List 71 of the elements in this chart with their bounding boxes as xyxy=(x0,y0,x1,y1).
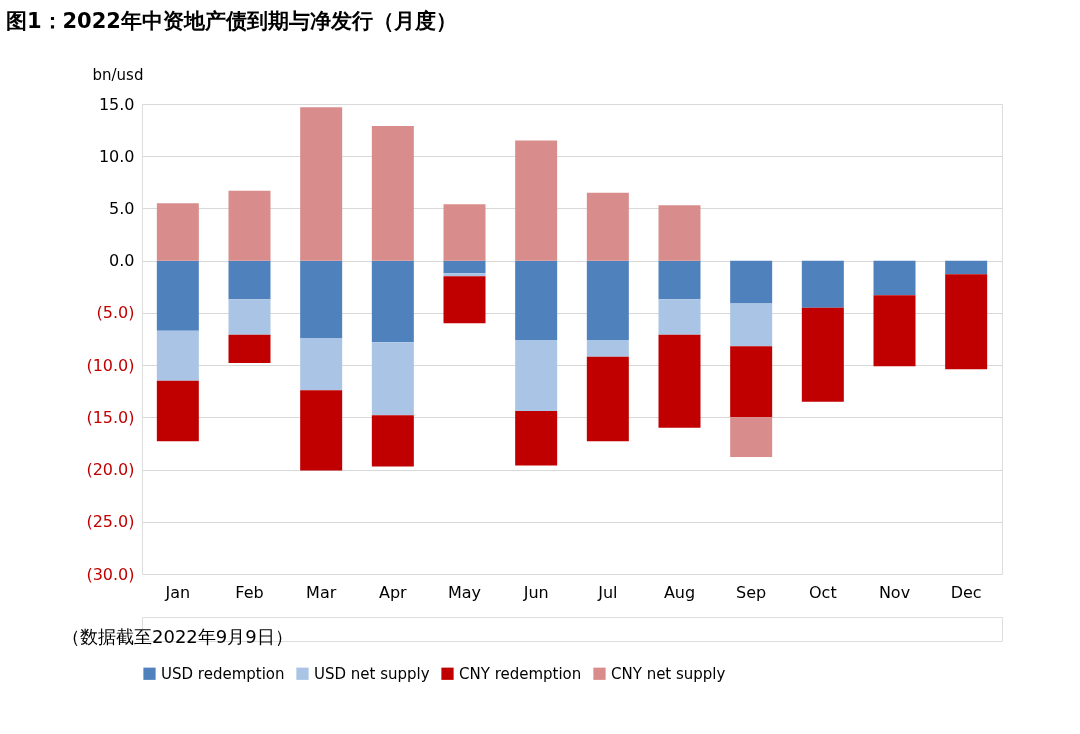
bar xyxy=(156,260,199,331)
x-tick-label: Jun xyxy=(522,582,549,602)
x-tick-label: May xyxy=(447,582,482,602)
bar xyxy=(156,380,199,442)
bar xyxy=(371,260,414,343)
legend-label: USD net supply xyxy=(314,664,430,683)
x-tick-label: Apr xyxy=(378,582,408,602)
bar xyxy=(371,125,414,261)
bar xyxy=(658,205,701,261)
x-tick-label: Feb xyxy=(235,582,264,602)
bar xyxy=(658,260,701,300)
bar xyxy=(873,295,916,367)
bar xyxy=(443,204,486,261)
bar xyxy=(300,260,343,338)
y-tick-label: (25.0) xyxy=(86,512,135,532)
y-tick-label: (5.0) xyxy=(96,303,135,323)
legend-label: USD redemption xyxy=(161,664,285,683)
bar xyxy=(228,190,271,261)
legend-label: CNY redemption xyxy=(459,664,582,683)
bar xyxy=(228,334,271,364)
y-tick-label: 10.0 xyxy=(98,146,135,166)
bar xyxy=(801,307,844,402)
y-tick-label: (10.0) xyxy=(86,355,135,375)
y-tick-label: 0.0 xyxy=(109,251,135,271)
bar xyxy=(586,192,629,261)
x-tick-label: Mar xyxy=(306,582,337,602)
y-tick-label: (20.0) xyxy=(86,460,135,480)
bar xyxy=(873,260,916,296)
bar xyxy=(443,273,486,277)
bar xyxy=(730,417,773,458)
bar xyxy=(228,260,271,300)
x-tick-label: Dec xyxy=(950,582,982,602)
y-tick-label: (15.0) xyxy=(86,407,135,427)
y-tick-label: 5.0 xyxy=(109,198,135,218)
bar xyxy=(515,340,558,412)
x-tick-label: Oct xyxy=(809,582,837,602)
bar xyxy=(658,299,701,335)
bar xyxy=(156,203,199,261)
bar xyxy=(586,340,629,357)
bar xyxy=(730,303,773,347)
bar xyxy=(801,260,844,308)
bar xyxy=(300,337,343,391)
bar xyxy=(228,299,271,335)
bar xyxy=(443,260,486,274)
bar xyxy=(730,346,773,418)
y-axis-title: bn/usd xyxy=(92,65,144,84)
bar xyxy=(515,260,558,341)
bar xyxy=(156,330,199,381)
bar xyxy=(443,276,486,324)
bar xyxy=(300,390,343,471)
bar xyxy=(515,140,558,261)
bar xyxy=(371,342,414,416)
bar xyxy=(586,356,629,442)
bar xyxy=(515,411,558,466)
y-tick-label: 15.0 xyxy=(98,94,135,114)
y-tick-label: (30.0) xyxy=(86,564,135,584)
chart-title: 图1：2022年中资地产债到期与净发行（月度） xyxy=(5,9,457,33)
bar xyxy=(945,260,988,275)
text: （数据截至2022年9月9日） xyxy=(62,626,293,647)
bar xyxy=(300,107,343,261)
bar xyxy=(945,274,988,370)
bar xyxy=(730,260,773,304)
x-tick-label: Jan xyxy=(164,582,191,602)
bar xyxy=(658,334,701,428)
x-tick-label: Nov xyxy=(878,582,911,602)
x-tick-label: Sep xyxy=(736,582,767,602)
bar xyxy=(586,260,629,341)
x-tick-label: Aug xyxy=(663,582,696,602)
bar xyxy=(371,415,414,467)
legend-label: CNY net supply xyxy=(611,664,726,683)
x-tick-label: Jul xyxy=(597,582,618,602)
